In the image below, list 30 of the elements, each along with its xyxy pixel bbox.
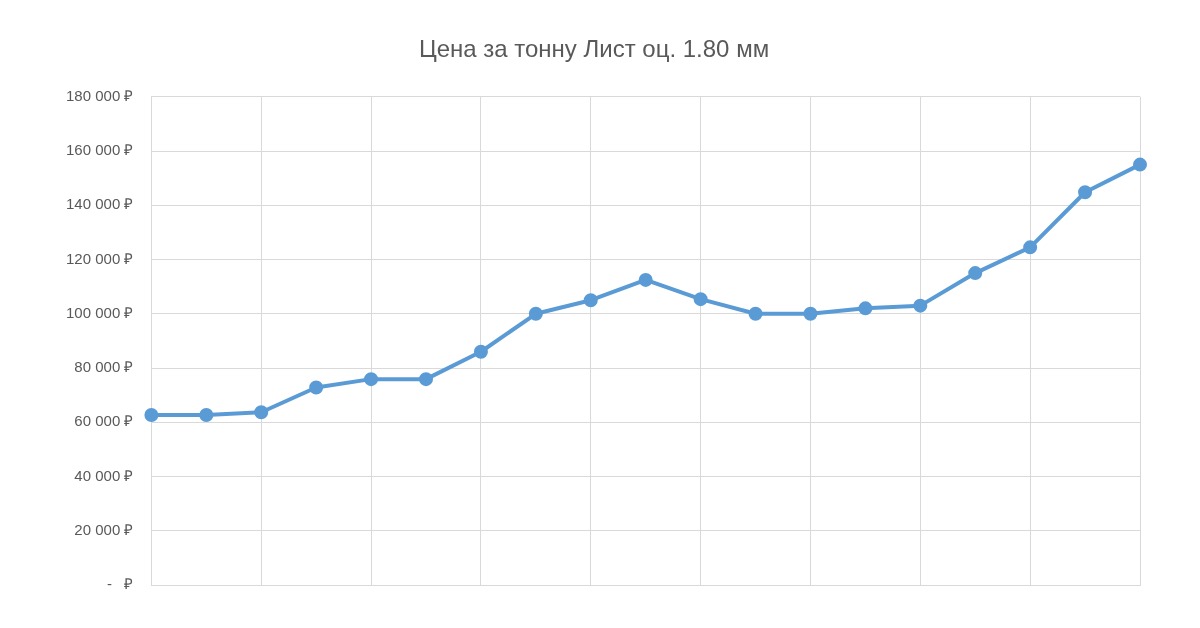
point: [1023, 240, 1038, 255]
point: [254, 405, 269, 420]
point: [419, 372, 433, 387]
point: [858, 301, 873, 316]
point: [528, 306, 543, 321]
y-tick-label: 120 000 ₽: [66, 249, 134, 267]
y-tick-label: 160 000 ₽: [66, 141, 134, 159]
point: [144, 407, 159, 422]
point: [364, 372, 379, 387]
y-tick-label: 140 000 ₽: [66, 195, 134, 213]
y-tick-label: 180 000 ₽: [66, 86, 134, 104]
point: [638, 272, 653, 287]
point: [913, 298, 928, 313]
chart-title: Цена за тонну Лист оц. 1.80 мм: [418, 35, 770, 63]
point: [748, 306, 763, 321]
y-tick-label: 80 000 ₽: [74, 358, 134, 376]
point: [1078, 185, 1093, 200]
point: [583, 293, 598, 308]
point: [473, 344, 488, 359]
y-tick-label: - ₽: [106, 575, 134, 593]
y-tick-label: 40 000 ₽: [74, 466, 134, 484]
point: [199, 407, 214, 422]
y-tick-label: 60 000 ₽: [74, 412, 134, 430]
point: [309, 380, 324, 395]
y-tick-label: 100 000 ₽: [66, 303, 134, 321]
y-tick-label: 20 000 ₽: [74, 520, 134, 538]
point: [803, 306, 818, 321]
point: [968, 266, 983, 281]
point: [1133, 157, 1147, 172]
point: [693, 292, 708, 307]
